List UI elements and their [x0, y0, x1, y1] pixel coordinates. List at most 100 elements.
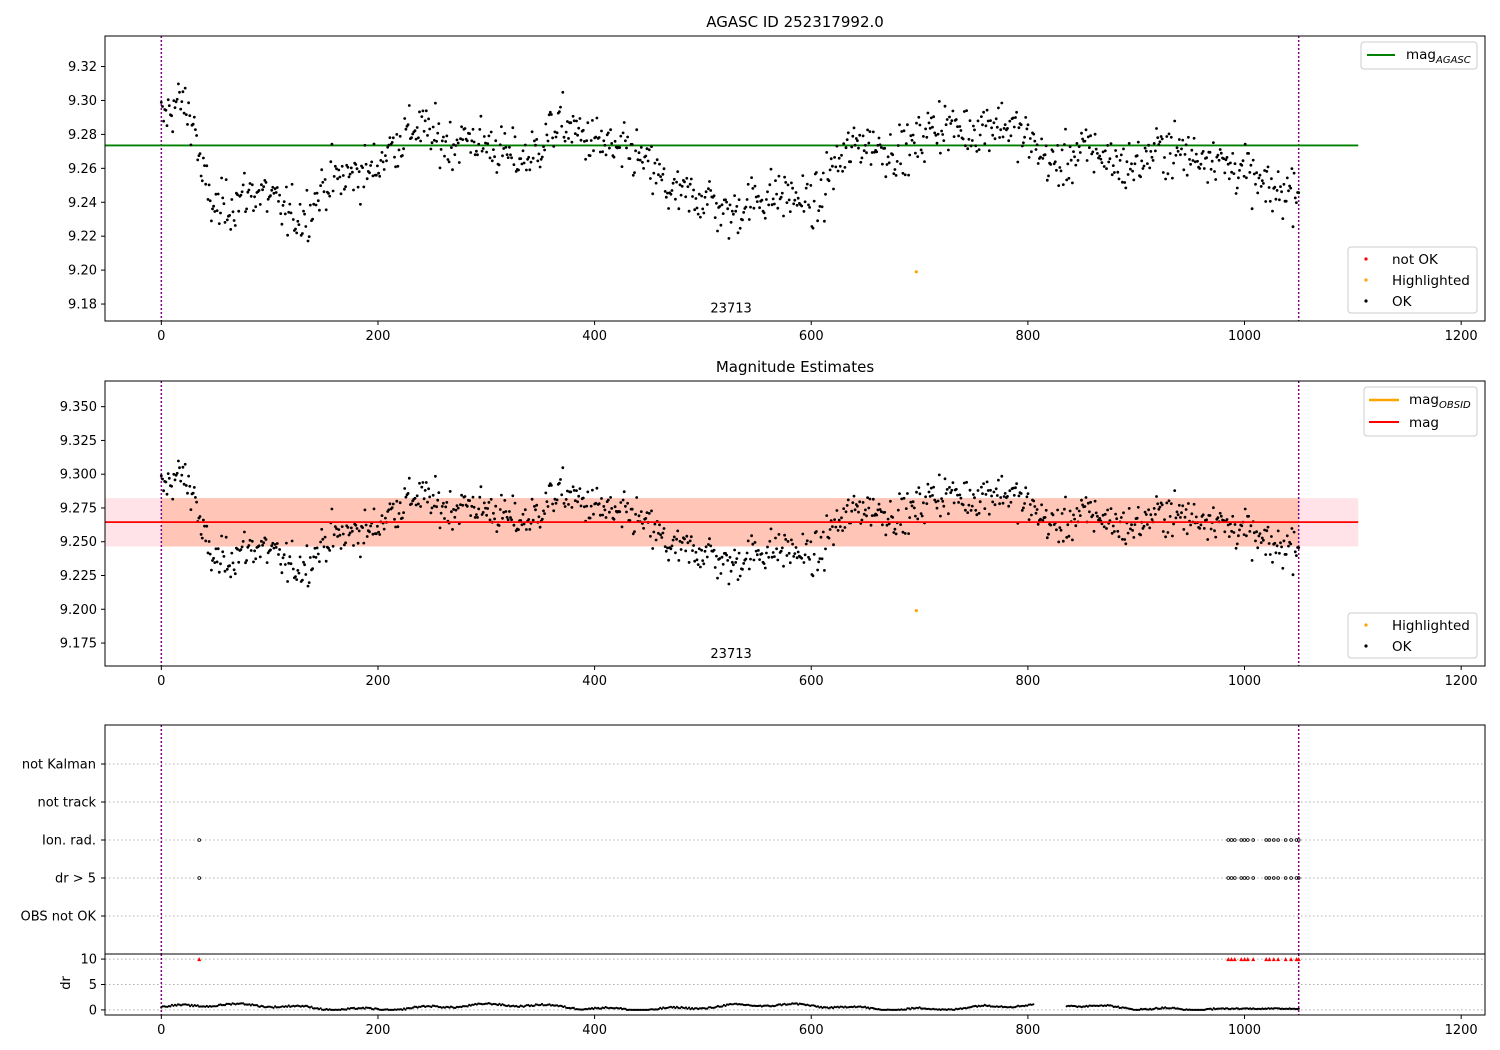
dr-point	[287, 1004, 290, 1007]
ok-point	[1117, 177, 1121, 181]
ok-point	[511, 126, 515, 130]
ok-point	[552, 509, 556, 513]
flag-marker	[1294, 876, 1299, 880]
ok-point	[279, 212, 283, 216]
ok-point	[212, 204, 216, 208]
ok-point	[820, 205, 824, 209]
ok-point	[395, 133, 399, 136]
ok-point	[346, 165, 350, 169]
dr-point	[363, 1007, 366, 1010]
ok-point	[869, 523, 873, 527]
ok-point	[1090, 152, 1094, 156]
ok-point	[252, 209, 255, 213]
ok-point	[1034, 511, 1038, 515]
ok-point	[1036, 162, 1040, 165]
dr-clipped-marker	[1242, 957, 1247, 962]
ok-point	[844, 510, 848, 514]
ok-point	[788, 210, 792, 214]
ok-point	[817, 209, 821, 213]
ok-point	[1146, 523, 1149, 526]
ok-point	[733, 548, 736, 552]
ok-point	[1006, 126, 1009, 130]
ok-point	[692, 544, 695, 547]
ok-point	[686, 541, 690, 545]
ok-point	[1235, 186, 1239, 190]
ok-point	[174, 100, 178, 104]
ok-point	[853, 143, 857, 147]
dr-point	[372, 1008, 375, 1011]
ok-point	[531, 156, 535, 160]
ok-point	[984, 493, 988, 496]
ok-point	[1241, 159, 1245, 163]
ok-point	[746, 539, 750, 543]
ok-point	[351, 170, 354, 174]
ok-point	[1157, 507, 1161, 511]
ok-point	[330, 507, 334, 511]
ok-point	[836, 169, 840, 173]
ok-point	[865, 151, 868, 155]
ok-point	[886, 155, 890, 159]
ok-point	[982, 110, 985, 114]
ok-point	[426, 134, 429, 137]
ok-point	[1264, 553, 1268, 556]
ok-point	[484, 141, 487, 145]
ok-point	[768, 539, 772, 543]
ok-point	[186, 491, 189, 495]
ok-point	[172, 472, 176, 476]
flag-row-label: OBS not OK	[21, 910, 97, 925]
ok-point	[368, 171, 371, 175]
x-tick-label: 1200	[1445, 674, 1478, 689]
ok-point	[899, 523, 902, 526]
ok-point	[841, 169, 844, 173]
ok-point	[968, 488, 972, 492]
ok-point	[323, 178, 327, 181]
estimates-points-legend-box	[1347, 612, 1478, 659]
ok-point	[914, 151, 917, 155]
ok-point	[498, 508, 502, 511]
ok-point	[695, 558, 699, 562]
ok-point	[1028, 137, 1032, 140]
dr-point	[160, 1006, 163, 1009]
ok-point	[917, 486, 921, 489]
ok-point	[170, 114, 174, 118]
ok-point	[592, 512, 595, 516]
x-tick-label: 0	[157, 329, 165, 344]
flag-marker	[1226, 876, 1231, 880]
ok-point	[624, 504, 627, 508]
ok-point	[678, 539, 682, 543]
x-tick-label: 400	[582, 674, 607, 689]
ok-point	[321, 180, 325, 184]
ok-point	[1002, 126, 1006, 130]
ok-point	[535, 138, 539, 141]
ok-point	[313, 192, 317, 195]
ok-point	[315, 546, 319, 550]
ok-point	[1280, 190, 1283, 194]
ok-point	[864, 508, 867, 512]
ok-point	[1147, 508, 1150, 512]
ok-point	[762, 562, 766, 565]
ok-point	[1274, 551, 1278, 555]
ok-point	[1214, 535, 1218, 539]
ok-point	[1158, 140, 1162, 144]
ok-point	[527, 155, 531, 159]
ok-point	[834, 525, 838, 529]
ok-point	[577, 126, 581, 130]
dr-point	[759, 1004, 762, 1007]
ok-point	[291, 218, 295, 221]
ok-point	[694, 550, 698, 554]
ok-point	[560, 124, 564, 128]
ok-point	[1231, 152, 1235, 155]
ok-point	[204, 182, 208, 186]
ok-point	[1268, 199, 1272, 203]
ok-point	[1025, 495, 1029, 499]
ok-point	[277, 200, 280, 203]
ok-point	[857, 510, 860, 514]
ok-point	[862, 512, 866, 516]
ok-point	[885, 163, 889, 166]
ok-point	[994, 487, 998, 491]
ok-point	[215, 209, 219, 213]
ok-point	[783, 175, 786, 179]
ok-point	[583, 505, 586, 509]
ok-point	[1260, 179, 1264, 183]
ok-point	[369, 164, 372, 167]
